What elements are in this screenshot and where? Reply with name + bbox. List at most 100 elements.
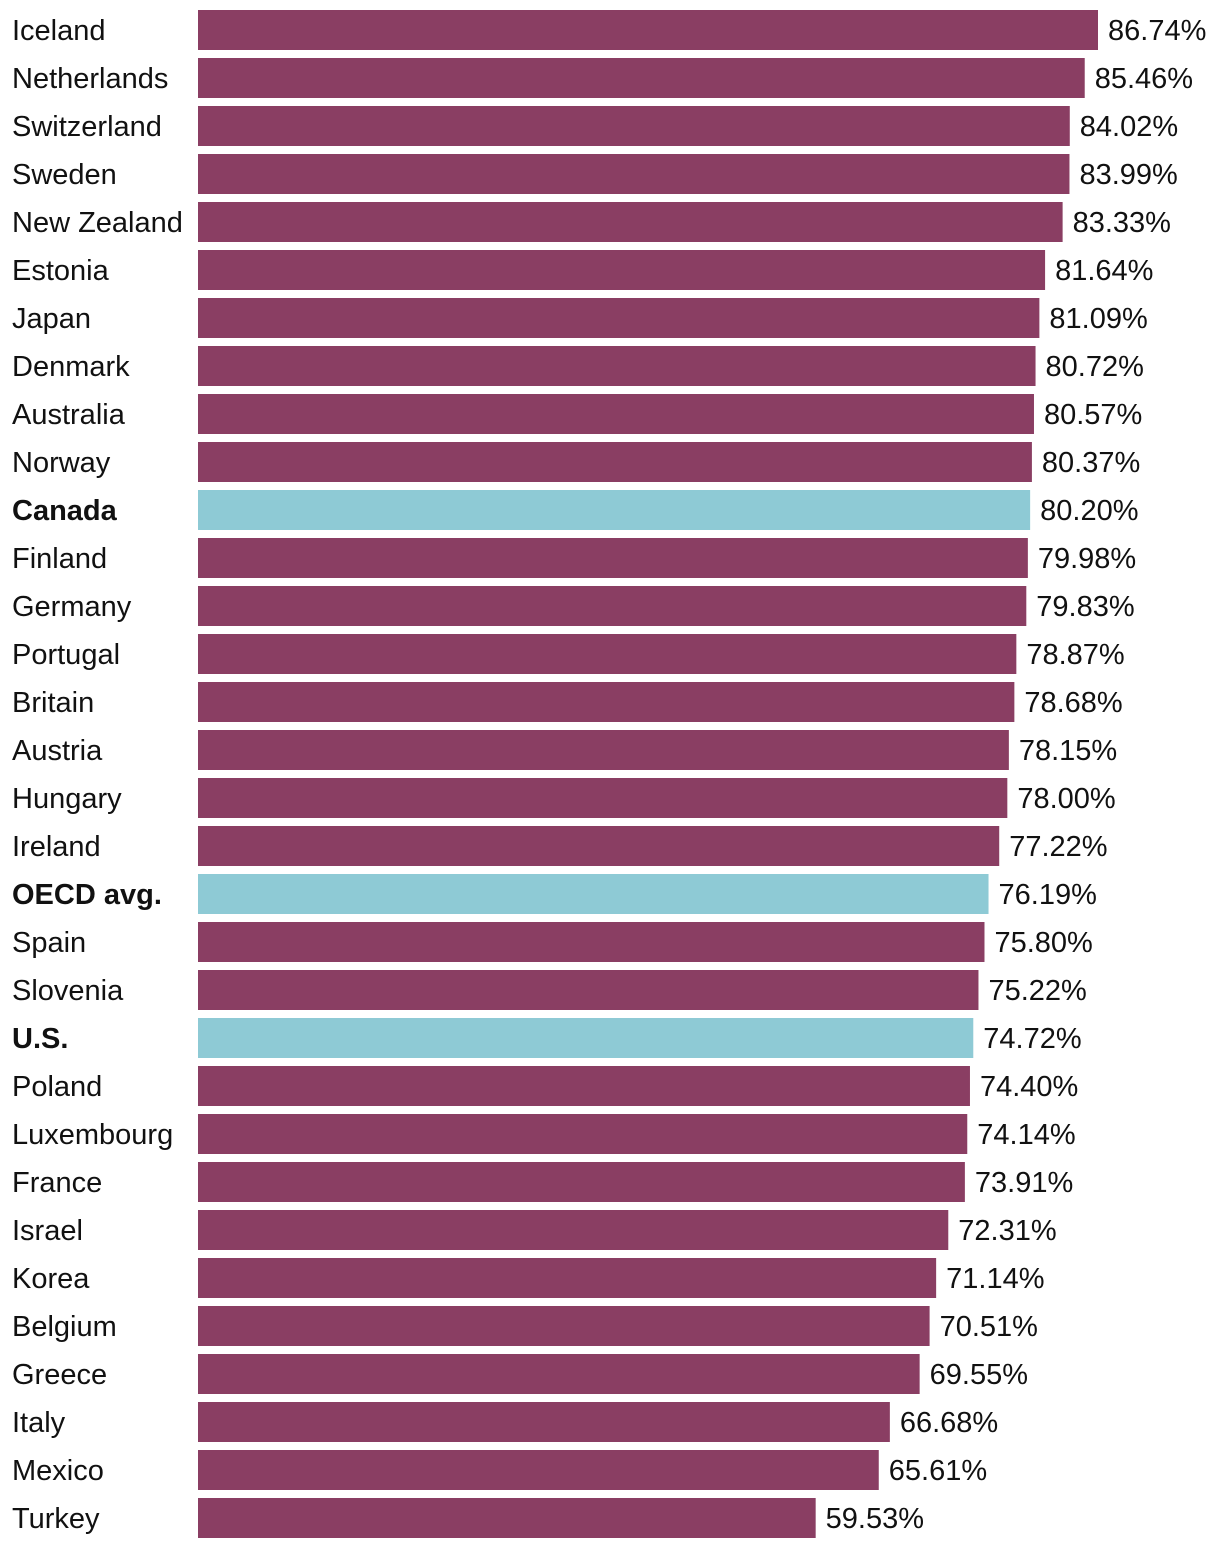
bar-slovenia xyxy=(198,970,979,1010)
value-label-greece: 69.55% xyxy=(930,1359,1028,1391)
bar-spain xyxy=(198,922,985,962)
category-label-switzerland: Switzerland xyxy=(12,111,162,143)
bar-germany xyxy=(198,586,1027,626)
category-label-new-zealand: New Zealand xyxy=(12,207,183,239)
value-label-netherlands: 85.46% xyxy=(1095,63,1193,95)
bars xyxy=(198,10,1098,1538)
bar-u-s xyxy=(198,1018,974,1058)
category-label-portugal: Portugal xyxy=(12,639,120,671)
value-label-sweden: 83.99% xyxy=(1079,159,1177,191)
category-label-japan: Japan xyxy=(12,303,91,335)
bar-ireland xyxy=(198,826,1000,866)
category-label-ireland: Ireland xyxy=(12,831,101,863)
category-label-greece: Greece xyxy=(12,1359,107,1391)
value-label-poland: 74.40% xyxy=(980,1071,1078,1103)
category-label-france: France xyxy=(12,1167,102,1199)
value-label-u-s: 74.72% xyxy=(983,1023,1081,1055)
bar-israel xyxy=(198,1210,949,1250)
value-label-new-zealand: 83.33% xyxy=(1073,207,1171,239)
category-label-turkey: Turkey xyxy=(12,1503,100,1535)
bar-belgium xyxy=(198,1306,930,1346)
value-label-germany: 79.83% xyxy=(1036,591,1134,623)
bar-austria xyxy=(198,730,1009,770)
value-label-norway: 80.37% xyxy=(1042,447,1140,479)
category-label-hungary: Hungary xyxy=(12,783,122,815)
bar-switzerland xyxy=(198,106,1070,146)
bar-new-zealand xyxy=(198,202,1063,242)
value-label-switzerland: 84.02% xyxy=(1080,111,1178,143)
category-label-spain: Spain xyxy=(12,927,86,959)
value-label-luxembourg: 74.14% xyxy=(977,1119,1075,1151)
category-label-netherlands: Netherlands xyxy=(12,63,168,95)
category-label-denmark: Denmark xyxy=(12,351,130,383)
bar-denmark xyxy=(198,346,1036,386)
bar-italy xyxy=(198,1402,890,1442)
category-label-austria: Austria xyxy=(12,735,103,767)
value-label-belgium: 70.51% xyxy=(940,1311,1038,1343)
value-label-denmark: 80.72% xyxy=(1046,351,1144,383)
category-label-canada: Canada xyxy=(12,495,118,527)
category-label-poland: Poland xyxy=(12,1071,102,1103)
value-label-mexico: 65.61% xyxy=(889,1455,987,1487)
value-label-canada: 80.20% xyxy=(1040,495,1138,527)
category-label-slovenia: Slovenia xyxy=(12,975,124,1007)
category-label-belgium: Belgium xyxy=(12,1311,117,1343)
value-label-britain: 78.68% xyxy=(1024,687,1122,719)
category-label-korea: Korea xyxy=(12,1263,90,1295)
value-label-portugal: 78.87% xyxy=(1026,639,1124,671)
bar-oecd-avg xyxy=(198,874,989,914)
value-label-austria: 78.15% xyxy=(1019,735,1117,767)
bar-iceland xyxy=(198,10,1098,50)
bar-korea xyxy=(198,1258,937,1298)
bar-hungary xyxy=(198,778,1008,818)
value-label-japan: 81.09% xyxy=(1049,303,1147,335)
category-label-u-s: U.S. xyxy=(12,1023,68,1055)
bar-canada xyxy=(198,490,1031,530)
category-label-australia: Australia xyxy=(12,399,126,431)
bar-norway xyxy=(198,442,1032,482)
category-label-luxembourg: Luxembourg xyxy=(12,1119,173,1151)
category-label-sweden: Sweden xyxy=(12,159,117,191)
value-label-turkey: 59.53% xyxy=(826,1503,924,1535)
value-label-australia: 80.57% xyxy=(1044,399,1142,431)
value-label-france: 73.91% xyxy=(975,1167,1073,1199)
value-label-spain: 75.80% xyxy=(994,927,1092,959)
bar-portugal xyxy=(198,634,1017,674)
value-label-ireland: 77.22% xyxy=(1009,831,1107,863)
bar-estonia xyxy=(198,250,1046,290)
bar-netherlands xyxy=(198,58,1085,98)
bar-japan xyxy=(198,298,1040,338)
bar-britain xyxy=(198,682,1015,722)
value-labels: 86.74% 85.46% 84.02% 83.99% 83.33% 81.64% 81.0… xyxy=(826,15,1207,1535)
value-label-korea: 71.14% xyxy=(946,1263,1044,1295)
category-label-iceland: Iceland xyxy=(12,15,106,47)
category-label-norway: Norway xyxy=(12,447,111,479)
bar-greece xyxy=(198,1354,920,1394)
bar-finland xyxy=(198,538,1028,578)
category-label-finland: Finland xyxy=(12,543,107,575)
value-label-italy: 66.68% xyxy=(900,1407,998,1439)
value-label-oecd-avg: 76.19% xyxy=(999,879,1097,911)
category-label-oecd-avg: OECD avg. xyxy=(12,879,162,911)
category-label-israel: Israel xyxy=(12,1215,83,1247)
category-labels: Iceland Netherlands Switzerland Sweden New Z… xyxy=(12,15,183,1535)
bar-australia xyxy=(198,394,1034,434)
category-label-germany: Germany xyxy=(12,591,132,623)
value-label-hungary: 78.00% xyxy=(1017,783,1115,815)
bar-mexico xyxy=(198,1450,879,1490)
category-label-britain: Britain xyxy=(12,687,94,719)
category-label-mexico: Mexico xyxy=(12,1455,104,1487)
bar-turkey xyxy=(198,1498,816,1538)
bar-france xyxy=(198,1162,965,1202)
bar-luxembourg xyxy=(198,1114,968,1154)
bar-poland xyxy=(198,1066,970,1106)
value-label-estonia: 81.64% xyxy=(1055,255,1153,287)
bar-sweden xyxy=(198,154,1070,194)
category-label-italy: Italy xyxy=(12,1407,66,1439)
value-label-finland: 79.98% xyxy=(1038,543,1136,575)
value-label-slovenia: 75.22% xyxy=(988,975,1086,1007)
value-label-iceland: 86.74% xyxy=(1108,15,1206,47)
category-label-estonia: Estonia xyxy=(12,255,110,287)
value-label-israel: 72.31% xyxy=(958,1215,1056,1247)
